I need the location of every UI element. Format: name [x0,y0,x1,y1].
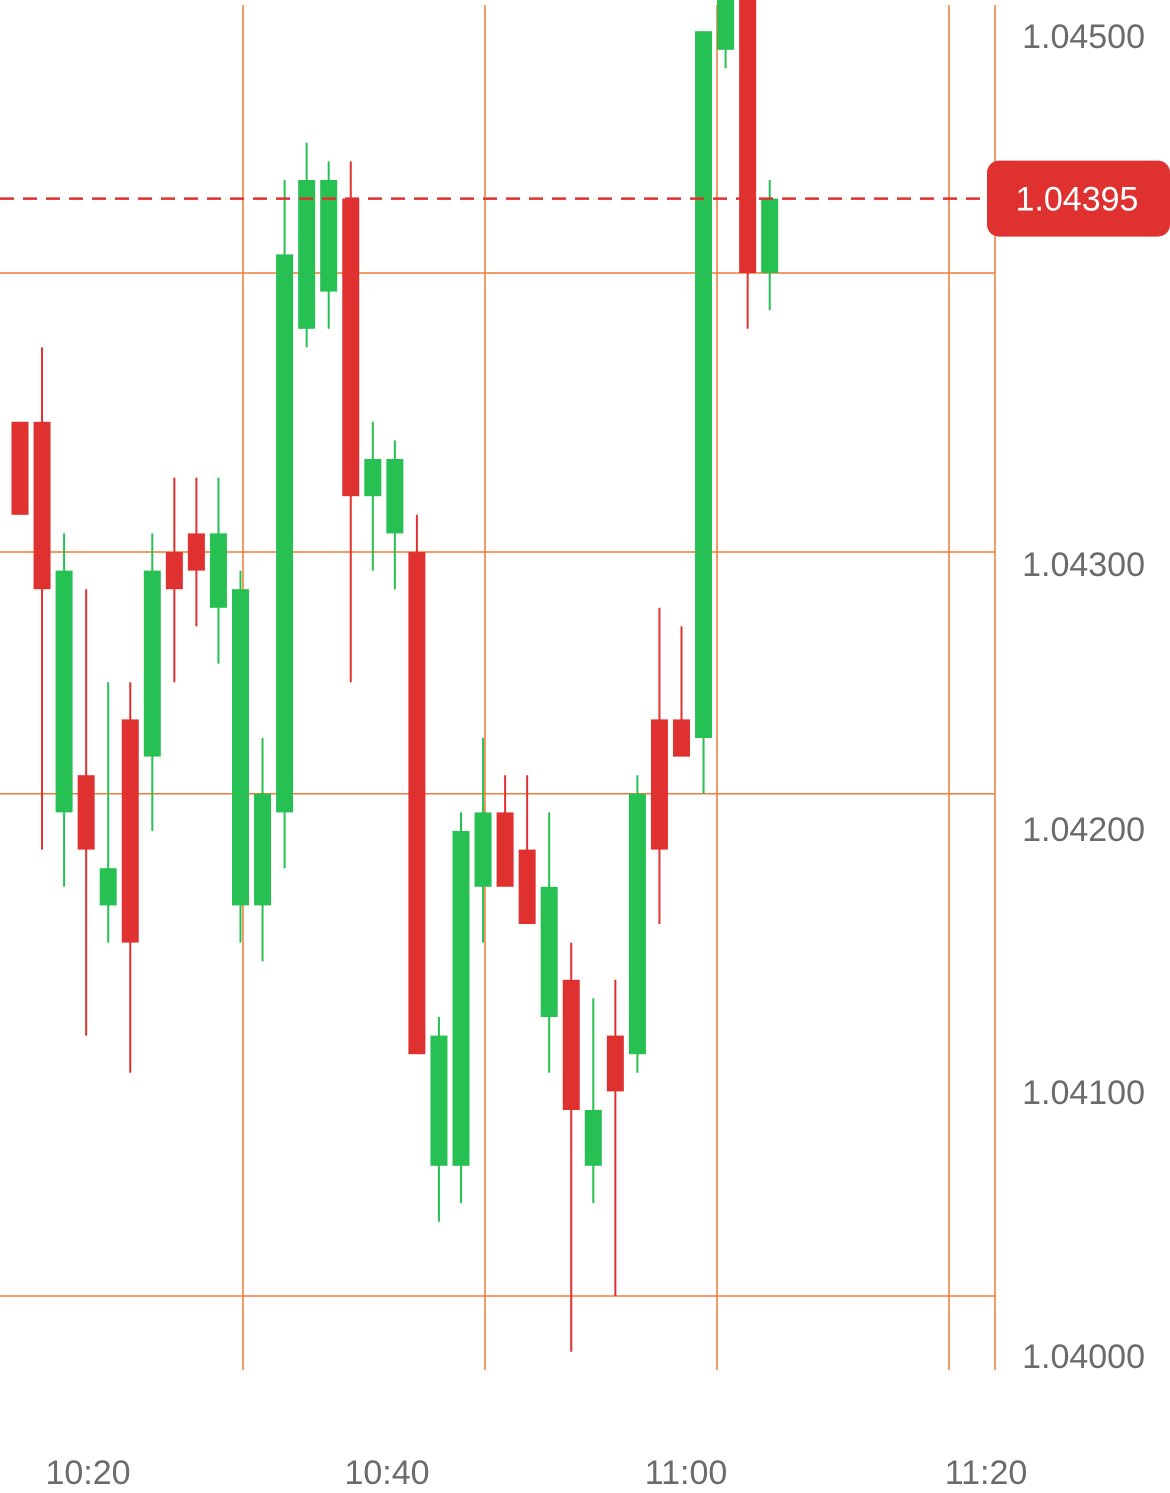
current-price-badge [987,160,1170,237]
candle-body-up [628,793,646,1055]
candle-body-up [452,831,470,1166]
candle-body-down [518,849,536,924]
current-price-label: 1.04395 [1016,181,1139,219]
candle-body-down [739,0,757,273]
candle-body-up [232,589,249,906]
candle-layer [11,0,779,1352]
candle-body-up [584,1110,602,1166]
y-tick-label: 1.04200 [1022,811,1145,849]
y-tick-label: 1.04100 [1022,1074,1145,1112]
candle-body-down [673,719,690,757]
y-tick-label: 1.04500 [1022,18,1145,56]
candle-body-up [386,459,404,534]
candle-body-down [562,979,580,1110]
candle-body-up [430,1035,448,1166]
candle-body-down [496,812,514,887]
candle-body-down [77,775,95,850]
x-tick-label: 10:20 [45,1454,130,1488]
x-tick-label: 11:00 [645,1454,728,1488]
candle-body-down [11,421,29,515]
candle-body-up [254,793,272,906]
candle-body-up [364,459,382,497]
candle-body-up [474,812,492,887]
candle-body-down [342,198,360,497]
x-tick-label: 11:20 [945,1454,1028,1488]
candle-body-up [55,570,73,813]
candle-body-down [606,1035,624,1092]
candle-body-down [165,552,183,590]
candle-body-down [33,421,51,590]
candle-body-up [320,180,338,292]
candle-body-up [298,180,316,329]
axis-label-layer: 1.04500 1.04300 1.04200 1.04100 1.04000 10:20… [45,18,1145,1492]
candle-body-up [99,868,117,906]
x-tick-label: 10:40 [344,1454,429,1488]
candle-body-up [209,533,227,608]
candle-body-up [276,254,294,813]
candle-body-up [717,0,735,50]
candle-body-down [408,552,426,1055]
candle-body-down [121,719,139,943]
y-tick-label: 1.04300 [1022,546,1145,584]
candle-body-up [695,31,713,738]
y-tick-label: 1.04000 [1022,1338,1145,1376]
candle-body-down [187,533,205,571]
candle-body-up [540,886,558,1017]
candle-body-up [143,570,161,757]
candle-body-down [650,719,668,850]
current-price-layer: 1.04395 [0,160,1170,237]
candle-body-up [761,198,779,273]
